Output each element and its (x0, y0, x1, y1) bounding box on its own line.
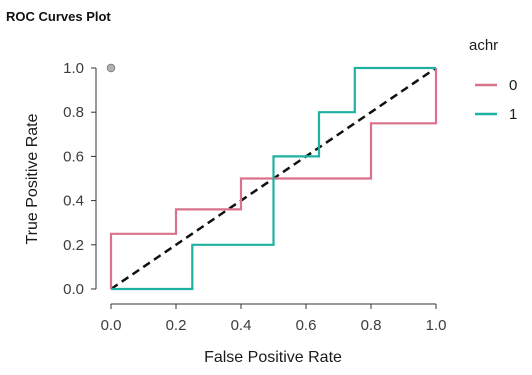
x-axis-title: False Positive Rate (204, 349, 342, 366)
x-tick-label: 0.0 (101, 317, 122, 334)
y-tick-label: 0.0 (63, 281, 84, 298)
axes: 0.0 0.2 0.4 0.6 0.8 1.0 0.0 0.2 0.4 0.6 0.8 1.0 (63, 60, 446, 334)
marker-layer (106, 63, 116, 73)
chart-title: ROC Curves Plot (6, 9, 111, 24)
x-tick-label: 1.0 (426, 317, 447, 334)
roc-curve-series-1 (111, 66, 436, 291)
y-axis-title: True Positive Rate (24, 113, 41, 244)
x-tick-label: 0.4 (231, 317, 252, 334)
legend: achr 0 1 (469, 37, 517, 123)
legend-label-0: 0 (509, 77, 517, 94)
y-tick-label: 0.6 (63, 148, 84, 165)
y-tick-label: 0.2 (63, 237, 84, 254)
legend-label-1: 1 (509, 106, 517, 123)
series-layer (109, 66, 438, 291)
y-tick-label: 0.8 (63, 104, 84, 121)
point-marker (106, 63, 116, 73)
x-tick-label: 0.6 (296, 317, 317, 334)
y-tick-label: 0.4 (63, 193, 84, 210)
legend-title: achr (469, 37, 498, 54)
x-tick-label: 0.2 (166, 317, 187, 334)
x-tick-label: 0.8 (361, 317, 382, 334)
roc-curve-series-0 (109, 68, 438, 289)
y-tick-label: 1.0 (63, 60, 84, 77)
